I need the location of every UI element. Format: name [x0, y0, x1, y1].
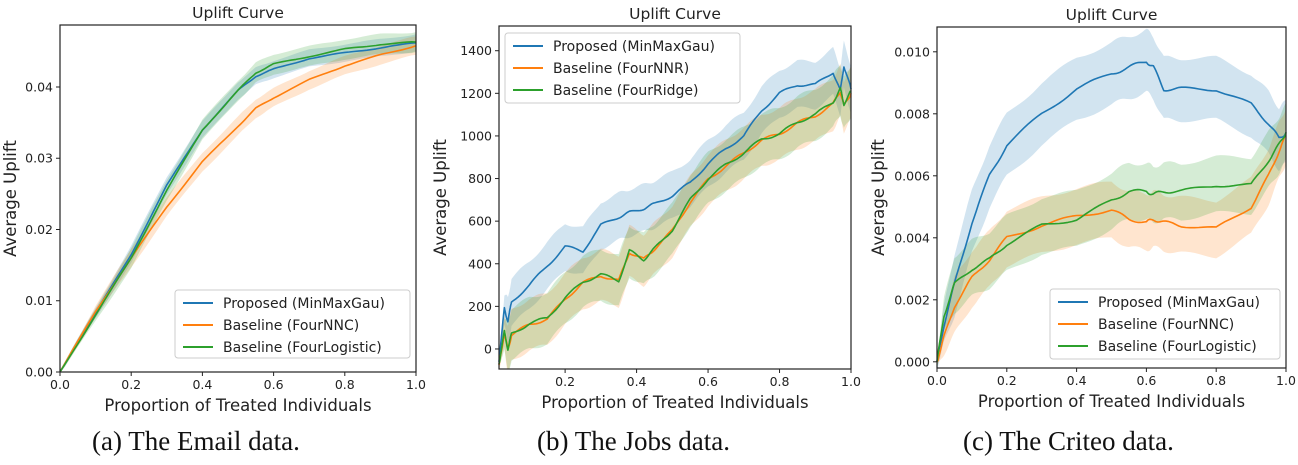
y-axis-label: Average Uplift	[869, 139, 888, 256]
x-tick-label: 0.2	[555, 374, 575, 389]
x-tick-label: 0.4	[627, 374, 647, 389]
chart-jobs: 0.2 0.4 0.6 0.8 1.0 0 200 400 600 800 1000 1200 1400…	[431, 5, 861, 412]
caption-jobs: (b) The Jobs data.	[537, 426, 730, 456]
plot-frame	[936, 26, 1287, 369]
y-tick-label: 600	[468, 214, 492, 229]
y-axis-label: Average Uplift	[1, 140, 20, 257]
y-tick-label: 0.000	[894, 354, 930, 369]
y-tick-label: 1200	[460, 86, 492, 101]
legend: Proposed (MinMaxGau) Baseline (FourNNC) Ba…	[1049, 288, 1281, 360]
legend: Proposed (MinMaxGau) Baseline (FourNNC) Ba…	[174, 289, 411, 359]
legend-box	[1049, 288, 1281, 360]
x-tick-label: 0.6	[698, 374, 718, 389]
chart-title: Uplift Curve	[1066, 6, 1158, 24]
series-line	[498, 66, 852, 362]
y-tick-label: 0.03	[25, 151, 53, 166]
confidence-band	[499, 65, 851, 369]
series-line	[59, 42, 417, 373]
legend: Proposed (MinMaxGau) Baseline (FourNNR) Ba…	[504, 32, 741, 104]
x-tick-label: 0.0	[50, 377, 70, 392]
chart-title: Uplift Curve	[192, 4, 284, 22]
legend-label: Baseline (FourNNC)	[223, 318, 359, 334]
x-tick-label: 1.0	[1276, 373, 1296, 388]
x-tick-label: 0.8	[1206, 373, 1226, 388]
chart-title: Uplift Curve	[629, 5, 721, 23]
y-tick-label: 800	[468, 171, 492, 186]
x-tick-label: 1.0	[841, 374, 861, 389]
x-tick-label: 0.8	[335, 377, 355, 392]
y-axis-label: Average Uplift	[431, 139, 450, 256]
legend-label: Proposed (MinMaxGau)	[223, 296, 385, 312]
chart-email: 0.0 0.2 0.4 0.6 0.8 1.0 0.00 0.01 0.02 0.03 0.04 Up…	[1, 4, 426, 415]
y-tick-label: 1400	[460, 43, 492, 58]
caption-criteo: (c) The Criteo data.	[963, 426, 1174, 456]
x-tick-label: 0.0	[927, 373, 947, 388]
legend-box	[174, 289, 411, 359]
x-axis-label: Proportion of Treated Individuals	[104, 396, 371, 415]
series-line	[936, 61, 1287, 362]
x-tick-label: 1.0	[406, 377, 426, 392]
x-tick-label: 0.4	[192, 377, 212, 392]
legend-label: Baseline (FourNNR)	[553, 61, 689, 77]
legend-label: Proposed (MinMaxGau)	[553, 39, 715, 55]
x-tick-label: 0.8	[770, 374, 790, 389]
legend-label: Baseline (FourLogistic)	[1098, 339, 1257, 355]
legend-label: Baseline (FourNNC)	[1098, 317, 1234, 333]
x-tick-label: 0.2	[121, 377, 141, 392]
legend-label: Baseline (FourRidge)	[553, 83, 698, 99]
legend-label: Baseline (FourLogistic)	[223, 340, 382, 356]
x-axis-label: Proportion of Treated Individuals	[978, 392, 1245, 411]
series-line	[59, 41, 417, 373]
x-tick-label: 0.6	[264, 377, 284, 392]
y-tick-label: 0.01	[25, 293, 53, 308]
confidence-band	[937, 104, 1286, 368]
y-tick-label: 0.004	[894, 230, 930, 245]
x-tick-label: 0.4	[1067, 373, 1087, 388]
legend-box	[504, 32, 741, 104]
y-tick-label: 400	[468, 256, 492, 271]
y-tick-label: 0.04	[25, 79, 53, 94]
plot-frame	[498, 25, 852, 370]
y-tick-label: 0.010	[894, 44, 930, 59]
series-line	[498, 86, 852, 365]
chart-criteo: 0.0 0.2 0.4 0.6 0.8 1.0 0.000 0.002 0.004 0.006 0.…	[869, 6, 1296, 411]
y-tick-label: 1000	[460, 128, 492, 143]
caption-email: (a) The Email data.	[92, 426, 300, 456]
y-tick-label: 200	[468, 299, 492, 314]
x-tick-label: 0.2	[997, 373, 1017, 388]
x-tick-label: 0.6	[1136, 373, 1156, 388]
y-tick-label: 0.02	[25, 222, 53, 237]
y-tick-label: 0.006	[894, 168, 930, 183]
y-tick-label: 0	[484, 341, 492, 356]
legend-label: Proposed (MinMaxGau)	[1098, 295, 1260, 311]
series-line	[936, 134, 1287, 363]
y-tick-label: 0.008	[894, 106, 930, 121]
confidence-band	[937, 28, 1286, 369]
confidence-band	[499, 40, 851, 367]
confidence-band	[60, 32, 416, 372]
series-line	[936, 132, 1287, 362]
y-tick-label: 0.00	[25, 365, 53, 380]
plot-frame	[59, 24, 417, 373]
x-axis-label: Proportion of Treated Individuals	[541, 393, 808, 412]
y-tick-label: 0.002	[894, 292, 930, 307]
